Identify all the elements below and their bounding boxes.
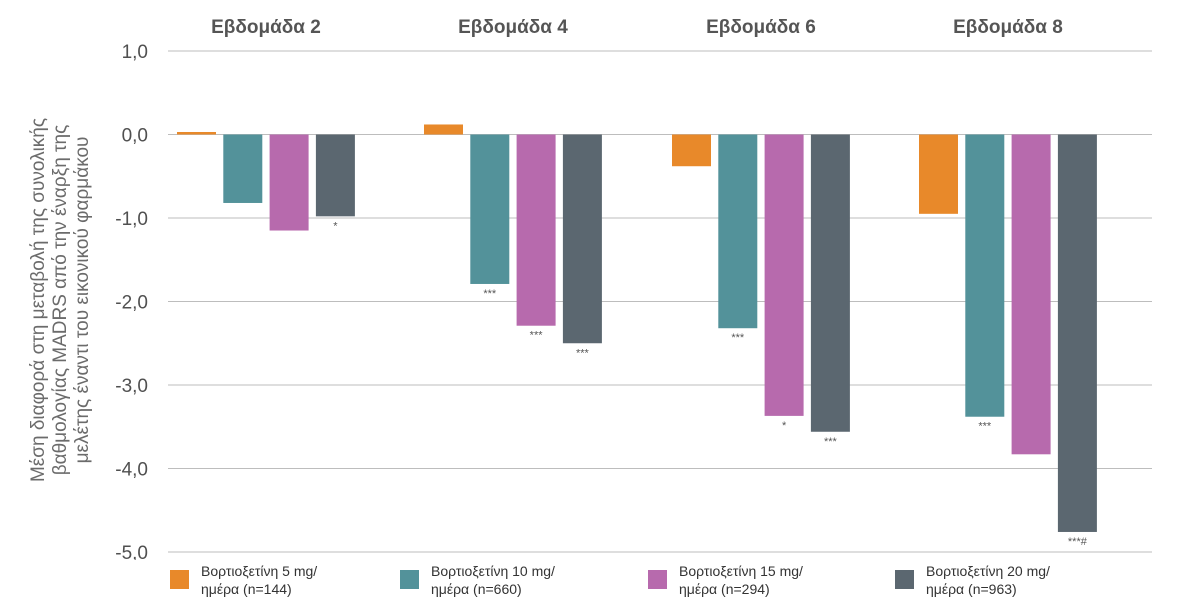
bar (810, 134, 850, 432)
significance-marker: * (782, 420, 787, 432)
y-tick-label: 0,0 (122, 126, 148, 147)
bar (269, 134, 309, 231)
y-axis-label-line: μελέτης έναντι του εικονικού φαρμάκου (72, 137, 93, 464)
bar (1011, 134, 1051, 455)
significance-marker: *** (530, 330, 544, 342)
bar (562, 134, 602, 344)
bar (718, 134, 758, 329)
week-title: Εβδομάδα 8 (953, 17, 1063, 38)
y-axis-label: Μέση διαφορά στη μεταβολή της συνολικήςβ… (28, 118, 93, 482)
significance-marker: * (333, 220, 338, 232)
legend-swatch (170, 570, 189, 589)
bars (177, 124, 1097, 532)
y-tick-label: 1,0 (122, 42, 148, 63)
legend-swatch (895, 570, 914, 589)
bar (424, 124, 463, 135)
y-axis-ticks: 1,0 0,0 -1,0 -2,0 -3,0 -4,0 -5,0 (115, 42, 148, 560)
bar (516, 134, 556, 326)
legend-label: Βορτιοξετίνη 15 mg/ ημέρα (n=294) (679, 563, 803, 597)
y-tick-label: -2,0 (115, 293, 148, 314)
significance-marker: *** (824, 436, 838, 448)
bar-chart: 1,00,0-1,0-2,0-3,0-4,0-5,0 Εβδομάδα 2 Εβδ… (28, 17, 1152, 560)
significance-marker: ***# (1068, 536, 1088, 548)
significance-marker: *** (731, 332, 745, 344)
legend-item: Βορτιοξετίνη 10 mg/ ημέρα (n=660) (400, 562, 555, 598)
significance-marker: *** (576, 347, 590, 359)
legend-swatch (648, 570, 667, 589)
legend-label: Βορτιοξετίνη 10 mg/ ημέρα (n=660) (431, 563, 555, 597)
significance-marker: *** (978, 421, 992, 433)
y-tick-label: -1,0 (115, 209, 148, 230)
legend-label: Βορτιοξετίνη 5 mg/ ημέρα (n=144) (201, 563, 318, 597)
legend: Βορτιοξετίνη 5 mg/ ημέρα (n=144) Βορτιοξε… (0, 562, 1179, 612)
y-tick-label: -5,0 (115, 543, 148, 560)
week-titles: Εβδομάδα 2 Εβδομάδα 4 Εβδομάδα 6 Εβδομάδα 8 (211, 17, 1063, 38)
week-title: Εβδομάδα 4 (458, 17, 568, 38)
bar (672, 134, 711, 167)
legend-label: Βορτιοξετίνη 20 mg/ ημέρα (n=963) (926, 563, 1050, 597)
y-tick-label: -4,0 (115, 460, 148, 481)
legend-swatch (400, 570, 419, 589)
y-tick-label: -3,0 (115, 376, 148, 397)
week-title: Εβδομάδα 2 (211, 17, 321, 38)
bar (764, 134, 804, 416)
bar (1057, 134, 1097, 532)
legend-item: Βορτιοξετίνη 15 mg/ ημέρα (n=294) (648, 562, 803, 598)
week-title: Εβδομάδα 6 (706, 17, 816, 38)
bar (315, 134, 355, 217)
significance-marker: *** (483, 288, 497, 300)
y-axis-label-line: Μέση διαφορά στη μεταβολή της συνολικής (28, 118, 49, 482)
bar (223, 134, 263, 203)
significance-markers: ***********************# (333, 220, 1087, 548)
bar (177, 131, 216, 135)
legend-item: Βορτιοξετίνη 5 mg/ ημέρα (n=144) (170, 562, 317, 598)
bar (965, 134, 1005, 417)
bar (470, 134, 510, 284)
y-axis-label-line: βαθμολογίας MADRS από την έναρξη της (50, 125, 71, 476)
gridlines (168, 50, 1152, 553)
legend-item: Βορτιοξετίνη 20 mg/ ημέρα (n=963) (895, 562, 1050, 598)
bar (919, 134, 958, 214)
